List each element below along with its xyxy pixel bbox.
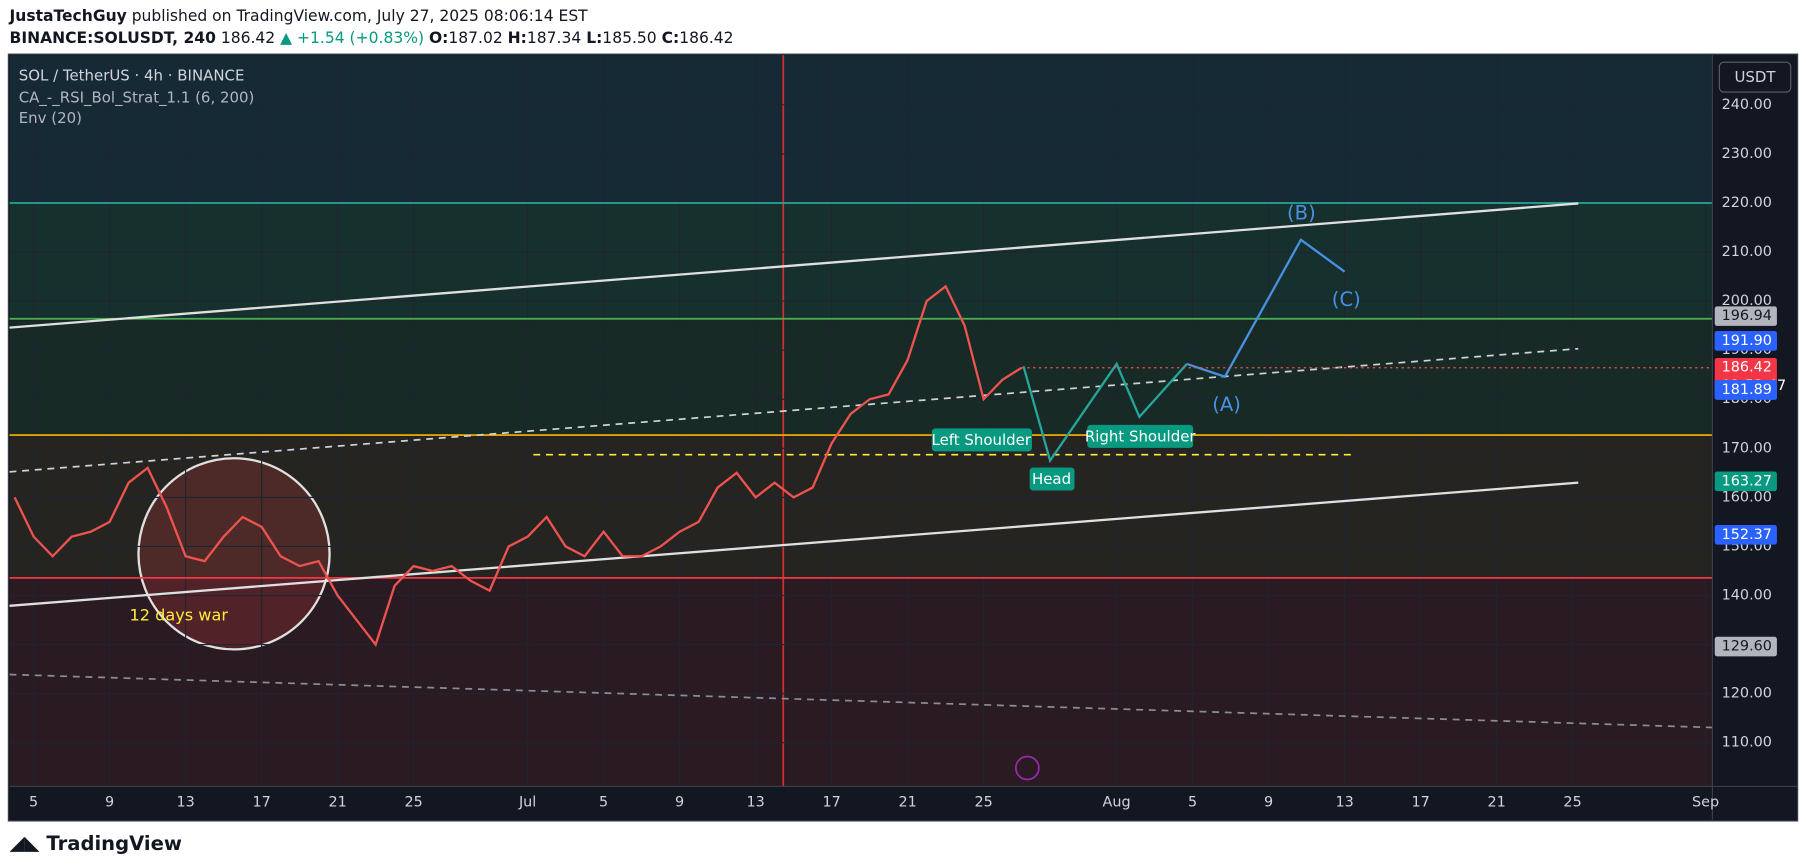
price-badge-label: 163.27 (1722, 473, 1772, 489)
price-badge (1714, 636, 1777, 657)
x-tick-label: Aug (1103, 795, 1131, 811)
zone (9, 320, 1713, 436)
annotation: Right Shoulder (1085, 427, 1197, 445)
label-box (931, 428, 1032, 452)
price-badge-label: 152.37 (1722, 527, 1772, 543)
change: ▲ +1.54 (+0.83%) (280, 28, 424, 46)
ohlc-val: 187.02 (448, 28, 502, 46)
annotation: (C) (1332, 288, 1361, 311)
x-tick-label: 13 (1335, 795, 1353, 811)
drawing (9, 481, 1579, 607)
price-badge-label: 129.60 (1722, 639, 1772, 655)
ohlc-val: 185.50 (602, 28, 656, 46)
annotation: (B) (1287, 202, 1316, 225)
label-box (1087, 424, 1194, 448)
annotation: 12 days war (130, 605, 229, 624)
x-tick-label: Jul (518, 795, 536, 811)
x-tick-label: 21 (898, 795, 916, 811)
footer-logo: ◢◣ TradingView (10, 831, 182, 854)
price-badge (1714, 331, 1777, 351)
drawing (9, 347, 1579, 473)
x-tick-label: 17 (1411, 795, 1429, 811)
x-tick-label: 17 (822, 795, 840, 811)
footer: TradingView (46, 831, 182, 854)
price-line (13, 284, 1023, 648)
ohlc-key: O: (429, 28, 448, 46)
header-line: JustaTechGuy published on TradingView.co… (9, 7, 589, 25)
price-badge-label: 196.94 (1722, 308, 1772, 324)
x-tick-label: 5 (1188, 795, 1197, 811)
author: JustaTechGuy (9, 7, 127, 25)
y-tick-label: 170.00 (1722, 440, 1772, 456)
y-tick-label: 220.00 (1722, 195, 1772, 211)
x-tick-label: 25 (404, 795, 422, 811)
currency-button[interactable] (1718, 61, 1792, 93)
x-tick-label: 9 (1264, 795, 1273, 811)
x-tick-label: 25 (1563, 795, 1581, 811)
y-tick-label: 240.00 (1722, 97, 1772, 113)
y-tick-label: 110.00 (1722, 735, 1772, 751)
drawing (9, 673, 1713, 729)
price-badge-label: 191.90 (1722, 333, 1772, 349)
x-tick-label: Sep (1692, 795, 1719, 811)
price-badge (1714, 471, 1777, 492)
x-tick-label: 5 (599, 795, 608, 811)
price-badge (1714, 380, 1777, 400)
legend-series: SOL / TetherUS · 4h · BINANCE (19, 66, 245, 84)
price-badge (1714, 306, 1777, 326)
y-tick-label: 160.00 (1722, 489, 1772, 505)
symbol: BINANCE:SOLUSDT, 240 (10, 28, 217, 46)
zones (9, 55, 1713, 787)
last: 186.42 (221, 28, 275, 46)
x-tick-label: 13 (176, 795, 194, 811)
drawing (1186, 238, 1346, 379)
ohlc-val: 186.42 (679, 28, 733, 46)
zone (9, 203, 1713, 321)
x-tick-label: 25 (974, 795, 992, 811)
y-tick-label: 200.00 (1722, 293, 1772, 309)
x-tick-label: 5 (29, 795, 38, 811)
y-tick-label: 120.00 (1722, 686, 1772, 702)
annotation: Head (1032, 470, 1071, 488)
ohlc-key: C: (662, 28, 680, 46)
ohlc-key: L: (586, 28, 602, 46)
highlight-circle (137, 457, 331, 651)
x-tick-label: 9 (105, 795, 114, 811)
y-tick-label: 210.00 (1722, 244, 1772, 260)
annotation: (A) (1212, 393, 1241, 416)
price-badge-label: 181.89 (1722, 382, 1772, 398)
zone (9, 435, 1713, 578)
published: published on TradingView.com, July 27, 2… (132, 7, 588, 25)
x-tick-label: 21 (328, 795, 346, 811)
plot (9, 55, 1713, 787)
ohlc-val: 187.34 (527, 28, 581, 46)
symbol-line: BINANCE:SOLUSDT, 240 186.42 ▲ +1.54 (+0.… (10, 28, 734, 46)
label-box (1029, 467, 1075, 491)
drawing (9, 202, 1579, 329)
drawing (1022, 361, 1188, 464)
y-tick-label: 230.00 (1722, 146, 1772, 162)
x-tick-label: 13 (746, 795, 764, 811)
x-tick-label: 9 (675, 795, 684, 811)
price-badge (1714, 525, 1777, 545)
y-tick-label: 140.00 (1722, 588, 1772, 604)
zone (9, 55, 1713, 204)
price-badge-label: 186.42 (1722, 360, 1772, 376)
legend-indicator: Env (20) (19, 109, 82, 127)
alert-icon[interactable] (1014, 755, 1040, 781)
annotation: Left Shoulder (932, 431, 1032, 449)
x-tick-label: 17 (252, 795, 270, 811)
zone (9, 578, 1713, 787)
x-tick-label: 21 (1487, 795, 1505, 811)
ohlc-key: H: (508, 28, 527, 46)
currency: USDT (1734, 68, 1776, 86)
legend-indicator: CA_-_RSI_Bol_Strat_1.1 (6, 200) (19, 88, 255, 107)
